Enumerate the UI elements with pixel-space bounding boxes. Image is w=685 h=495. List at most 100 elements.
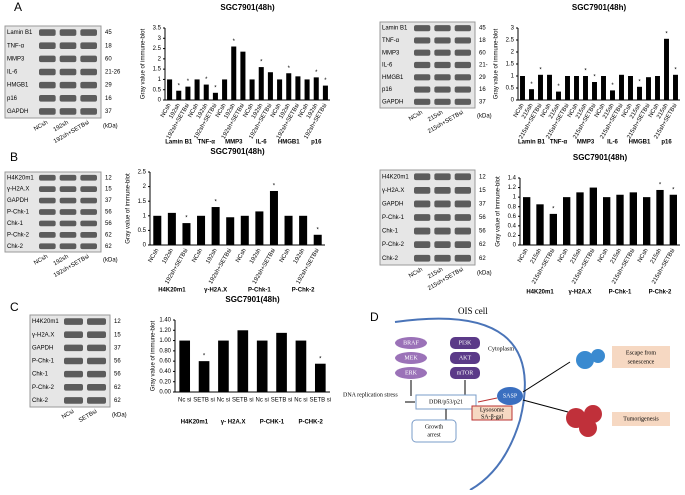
band — [80, 232, 97, 238]
band — [414, 98, 431, 105]
band — [454, 200, 471, 208]
bar — [284, 215, 293, 245]
y-tick-label: 0.4 — [508, 223, 517, 229]
group-label: MMP3 — [225, 140, 243, 146]
group-label: Lamin B1 — [518, 140, 546, 146]
y-tick-label: 2 — [143, 184, 147, 190]
chart-title: SGC7901(48h) — [572, 3, 627, 12]
arrest-box — [411, 419, 457, 443]
group-label: P-CHK-1 — [260, 420, 285, 426]
cell-cluster — [576, 351, 594, 369]
bar — [231, 46, 237, 100]
y-tick-label: 2.5 — [153, 46, 162, 52]
kda-label: 15 — [105, 187, 112, 193]
band — [59, 186, 77, 192]
x-tick-label: NCsh — [279, 248, 292, 264]
kda-unit: (kDa) — [112, 413, 127, 419]
bar — [256, 340, 268, 392]
blot-label: γ-H2A.X — [382, 188, 404, 194]
blot-label: Chk-1 — [382, 229, 399, 235]
bar — [277, 79, 283, 100]
group-label: H4K20m1 — [158, 288, 186, 294]
kda-label: 62 — [105, 244, 112, 250]
band — [434, 25, 451, 32]
lane-label: NCsi — [61, 409, 75, 421]
band — [454, 173, 471, 181]
band — [434, 37, 451, 44]
kinase — [395, 367, 427, 379]
y-tick-label: 0 — [143, 243, 147, 249]
kda-label: 62 — [479, 256, 486, 262]
y-axis-label: Gray value of immune-blot — [496, 176, 502, 247]
band — [434, 98, 451, 105]
group-label: P-Chk-2 — [649, 290, 672, 296]
blot-label: P-Chk-2 — [32, 385, 55, 391]
y-tick-label: 0.40 — [159, 369, 171, 375]
group-label: H4K20m1 — [181, 420, 209, 426]
band — [39, 220, 56, 227]
y-tick-label: 0.20 — [159, 379, 171, 385]
blot-label: H4K20m1 — [32, 319, 59, 325]
blot-label: Chk-2 — [7, 244, 24, 250]
blot-label: Lamin B1 — [7, 30, 33, 36]
lane-label: SETBsi — [78, 409, 98, 424]
band — [59, 42, 77, 49]
bar — [313, 77, 319, 100]
kda-label: 18 — [479, 38, 486, 44]
diagram: OIS cell BRAF MEK ERK PI3K AKT mTOR Cyto… — [343, 306, 670, 491]
kda-label: 45 — [105, 30, 112, 36]
significance: * — [665, 31, 668, 37]
band — [454, 214, 471, 221]
kda-label: 18 — [105, 43, 112, 49]
band — [434, 186, 451, 194]
y-tick-label: 3 — [511, 26, 515, 32]
band — [80, 95, 97, 102]
y-tick-label: 0.00 — [159, 390, 171, 396]
group-label: p16 — [661, 140, 672, 146]
band — [454, 186, 471, 194]
y-tick-label: 2.5 — [138, 170, 147, 176]
cytoplasm-label: Cytoplasm — [488, 346, 514, 352]
kda-label: 12 — [479, 174, 486, 180]
band — [87, 357, 106, 365]
kda-unit: (kDa) — [477, 114, 492, 120]
significance: * — [214, 200, 217, 206]
kda-label: 37 — [479, 99, 486, 105]
bar — [563, 197, 571, 245]
bar — [583, 76, 588, 100]
x-tick-label: 215sh — [570, 248, 583, 265]
group-label: γ-H2A.X — [568, 290, 591, 296]
lane-label: NCsh — [408, 110, 424, 123]
significance: * — [659, 183, 662, 189]
x-tick-label: 192sh — [162, 248, 175, 265]
band — [59, 220, 77, 227]
blot-label: H4K20m1 — [382, 174, 409, 180]
band — [414, 227, 431, 235]
band — [434, 61, 451, 69]
y-tick-label: 3.5 — [153, 26, 162, 32]
bar — [565, 76, 570, 100]
significance: * — [317, 227, 320, 233]
band — [80, 174, 97, 181]
bar — [656, 189, 664, 245]
chart-title: SGC7901(48h) — [573, 153, 628, 162]
band — [80, 108, 97, 115]
band — [414, 25, 431, 32]
y-tick-label: 1.5 — [153, 67, 162, 73]
significance: * — [319, 356, 322, 362]
band — [80, 209, 97, 215]
kda-label: 37 — [105, 109, 112, 115]
band — [434, 49, 451, 56]
blot-label: TNF-α — [382, 38, 400, 44]
x-tick-label: Nc si — [294, 398, 307, 404]
blot-label: Chk-1 — [7, 221, 24, 227]
kda-label: 60 — [479, 50, 486, 56]
bar — [222, 79, 228, 100]
x-tick-label: 215sh — [650, 248, 663, 265]
lane-label: NCsh — [33, 254, 49, 267]
band — [59, 95, 77, 102]
kda-label: 56 — [479, 229, 486, 235]
bar — [194, 79, 200, 100]
blot-label: P-Chk-1 — [32, 359, 55, 365]
bar — [574, 76, 579, 100]
